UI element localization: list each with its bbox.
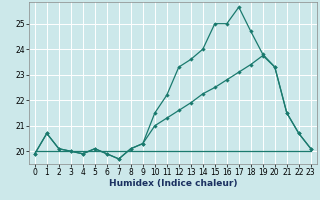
X-axis label: Humidex (Indice chaleur): Humidex (Indice chaleur) (108, 179, 237, 188)
